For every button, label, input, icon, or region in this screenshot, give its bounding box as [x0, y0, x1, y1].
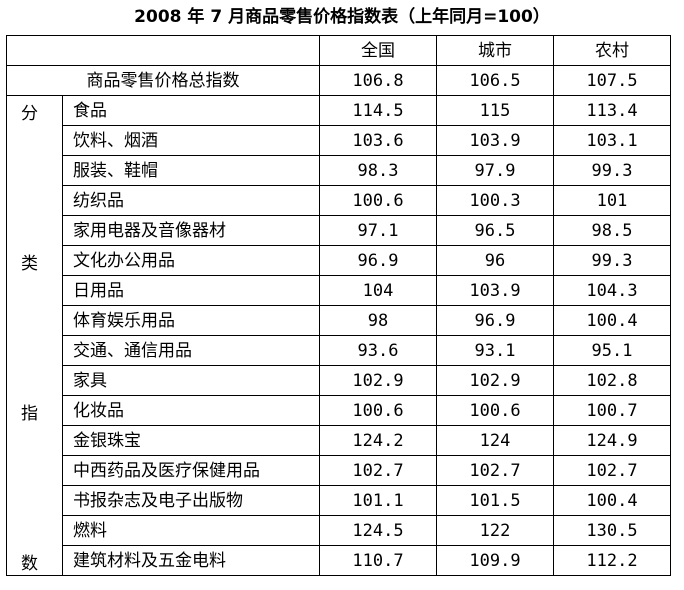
- total-row: 商品零售价格总指数 106.8 106.5 107.5: [6, 65, 671, 96]
- row-name: 燃料: [62, 515, 320, 546]
- value-rural: 99.3: [553, 245, 671, 276]
- table-row: 燃料 124.5 122 130.5: [7, 515, 671, 546]
- value-national: 98: [319, 305, 437, 336]
- row-name: 交通、通信用品: [62, 335, 320, 366]
- value-rural: 99.3: [553, 155, 671, 186]
- total-label: 商品零售价格总指数: [6, 65, 320, 96]
- value-national: 102.7: [319, 455, 437, 486]
- row-name: 服装、鞋帽: [62, 155, 320, 186]
- category-label-char: 分: [21, 104, 38, 124]
- value-national: 110.7: [319, 545, 437, 576]
- value-urban: 102.7: [436, 455, 554, 486]
- total-urban: 106.5: [436, 65, 554, 96]
- total-national: 106.8: [319, 65, 437, 96]
- value-rural: 124.9: [553, 425, 671, 456]
- table-row: 纺织品 100.6 100.3 101: [7, 185, 671, 216]
- value-urban: 100.6: [436, 395, 554, 426]
- value-urban: 97.9: [436, 155, 554, 186]
- value-national: 100.6: [319, 395, 437, 426]
- value-national: 100.6: [319, 185, 437, 216]
- value-rural: 100.4: [553, 485, 671, 516]
- table-row: 体育娱乐用品 98 96.9 100.4: [7, 305, 671, 336]
- table-row: 建筑材料及五金电料 110.7 109.9 112.2: [7, 545, 671, 576]
- table-row: 家具 102.9 102.9 102.8: [7, 365, 671, 396]
- value-urban: 100.3: [436, 185, 554, 216]
- row-name: 饮料、烟酒: [62, 125, 320, 156]
- value-national: 102.9: [319, 365, 437, 396]
- value-urban: 103.9: [436, 275, 554, 306]
- value-rural: 104.3: [553, 275, 671, 306]
- header-row: 全国 城市 农村: [6, 35, 671, 66]
- value-rural: 113.4: [553, 95, 671, 126]
- value-rural: 101: [553, 185, 671, 216]
- row-name: 日用品: [62, 275, 320, 306]
- value-rural: 98.5: [553, 215, 671, 246]
- row-name: 建筑材料及五金电料: [62, 545, 320, 576]
- table-row: 交通、通信用品 93.6 93.1 95.1: [7, 335, 671, 366]
- value-urban: 96.9: [436, 305, 554, 336]
- row-name: 体育娱乐用品: [62, 305, 320, 336]
- category-label-cell: 分 类 指 数: [6, 95, 63, 576]
- table-title: 2008 年 7 月商品零售价格指数表（上年同月=100）: [134, 7, 550, 27]
- value-national: 103.6: [319, 125, 437, 156]
- header-rural: 农村: [553, 35, 671, 66]
- value-urban: 109.9: [436, 545, 554, 576]
- category-label-char: 指: [21, 404, 38, 424]
- value-national: 104: [319, 275, 437, 306]
- value-urban: 103.9: [436, 125, 554, 156]
- row-name: 金银珠宝: [62, 425, 320, 456]
- header-national: 全国: [319, 35, 437, 66]
- category-label-char: 数: [21, 554, 38, 574]
- value-rural: 102.8: [553, 365, 671, 396]
- value-national: 124.5: [319, 515, 437, 546]
- value-rural: 130.5: [553, 515, 671, 546]
- value-urban: 96.5: [436, 215, 554, 246]
- header-corner-cell: [6, 35, 320, 66]
- table-row: 化妆品 100.6 100.6 100.7: [7, 395, 671, 426]
- value-rural: 103.1: [553, 125, 671, 156]
- row-name: 书报杂志及电子出版物: [62, 485, 320, 516]
- table-row: 书报杂志及电子出版物 101.1 101.5 100.4: [7, 485, 671, 516]
- table-row: 饮料、烟酒 103.6 103.9 103.1: [7, 125, 671, 156]
- value-urban: 96: [436, 245, 554, 276]
- header-urban: 城市: [436, 35, 554, 66]
- value-national: 98.3: [319, 155, 437, 186]
- value-urban: 115: [436, 95, 554, 126]
- value-urban: 122: [436, 515, 554, 546]
- category-label-char: 类: [21, 254, 38, 274]
- table-row: 文化办公用品 96.9 96 99.3: [7, 245, 671, 276]
- table-row: 家用电器及音像器材 97.1 96.5 98.5: [7, 215, 671, 246]
- value-national: 101.1: [319, 485, 437, 516]
- value-urban: 102.9: [436, 365, 554, 396]
- table-row: 日用品 104 103.9 104.3: [7, 275, 671, 306]
- value-urban: 124: [436, 425, 554, 456]
- row-name: 家具: [62, 365, 320, 396]
- table-row: 服装、鞋帽 98.3 97.9 99.3: [7, 155, 671, 186]
- value-rural: 100.7: [553, 395, 671, 426]
- row-name: 家用电器及音像器材: [62, 215, 320, 246]
- value-national: 124.2: [319, 425, 437, 456]
- value-national: 97.1: [319, 215, 437, 246]
- value-national: 96.9: [319, 245, 437, 276]
- value-urban: 101.5: [436, 485, 554, 516]
- row-name: 纺织品: [62, 185, 320, 216]
- value-national: 114.5: [319, 95, 437, 126]
- row-name: 文化办公用品: [62, 245, 320, 276]
- value-rural: 102.7: [553, 455, 671, 486]
- price-index-table: 全国 城市 农村 商品零售价格总指数 106.8 106.5 107.5 分 类…: [6, 35, 671, 576]
- value-rural: 112.2: [553, 545, 671, 576]
- table-row: 中西药品及医疗保健用品 102.7 102.7 102.7: [7, 455, 671, 486]
- total-rural: 107.5: [553, 65, 671, 96]
- value-rural: 100.4: [553, 305, 671, 336]
- value-rural: 95.1: [553, 335, 671, 366]
- row-name: 化妆品: [62, 395, 320, 426]
- table-row: 分 类 指 数 食品 114.5 115 113.4: [6, 95, 671, 576]
- value-national: 93.6: [319, 335, 437, 366]
- row-name: 中西药品及医疗保健用品: [62, 455, 320, 486]
- row-name: 食品: [62, 95, 320, 126]
- value-urban: 93.1: [436, 335, 554, 366]
- table-row: 金银珠宝 124.2 124 124.9: [7, 425, 671, 456]
